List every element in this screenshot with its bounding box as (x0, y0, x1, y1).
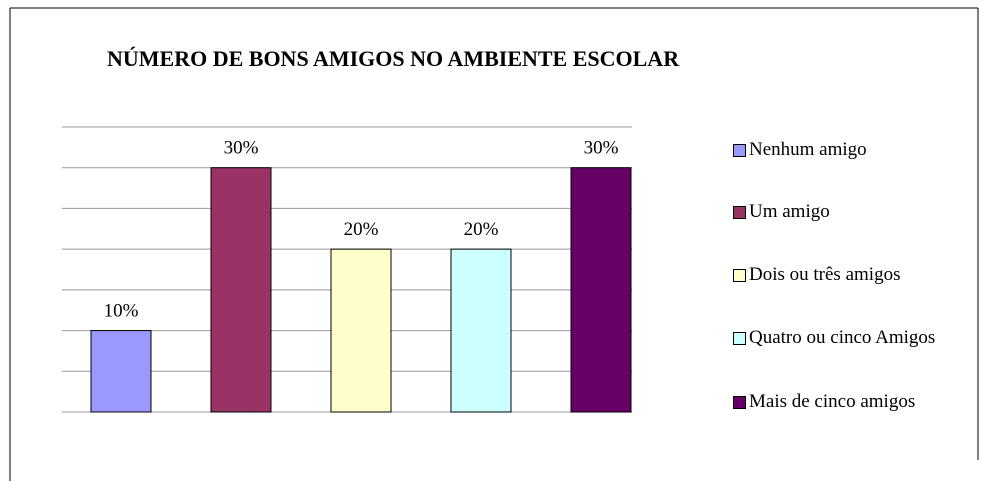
legend-item: Nenhum amigo (733, 138, 949, 162)
bar (570, 167, 632, 413)
legend-swatch (733, 332, 746, 345)
legend-label: Um amigo (749, 201, 830, 222)
legend-item: Um amigo (733, 200, 949, 224)
data-label: 20% (464, 219, 499, 240)
bar (330, 248, 392, 413)
bar (450, 248, 512, 413)
legend-item: Mais de cinco amigos (733, 390, 949, 414)
data-label: 10% (104, 301, 139, 322)
bar (90, 330, 152, 413)
bar (210, 167, 272, 413)
legend-label: Nenhum amigo (749, 139, 867, 160)
chart-title: NÚMERO DE BONS AMIGOS NO AMBIENTE ESCOLA… (107, 46, 680, 71)
legend-item: Dois ou três amigos (733, 263, 949, 287)
legend-swatch (733, 396, 746, 409)
legend-swatch (733, 269, 746, 282)
legend-label: Dois ou três amigos (749, 264, 901, 285)
data-label: 30% (224, 138, 259, 159)
legend-swatch (733, 206, 746, 219)
legend-label: Quatro ou cinco Amigos (749, 327, 936, 348)
data-label: 30% (584, 138, 619, 159)
legend-swatch (733, 144, 746, 157)
legend-item: Quatro ou cinco Amigos (733, 326, 949, 350)
legend-label: Mais de cinco amigos (749, 391, 916, 412)
data-label: 20% (344, 219, 379, 240)
